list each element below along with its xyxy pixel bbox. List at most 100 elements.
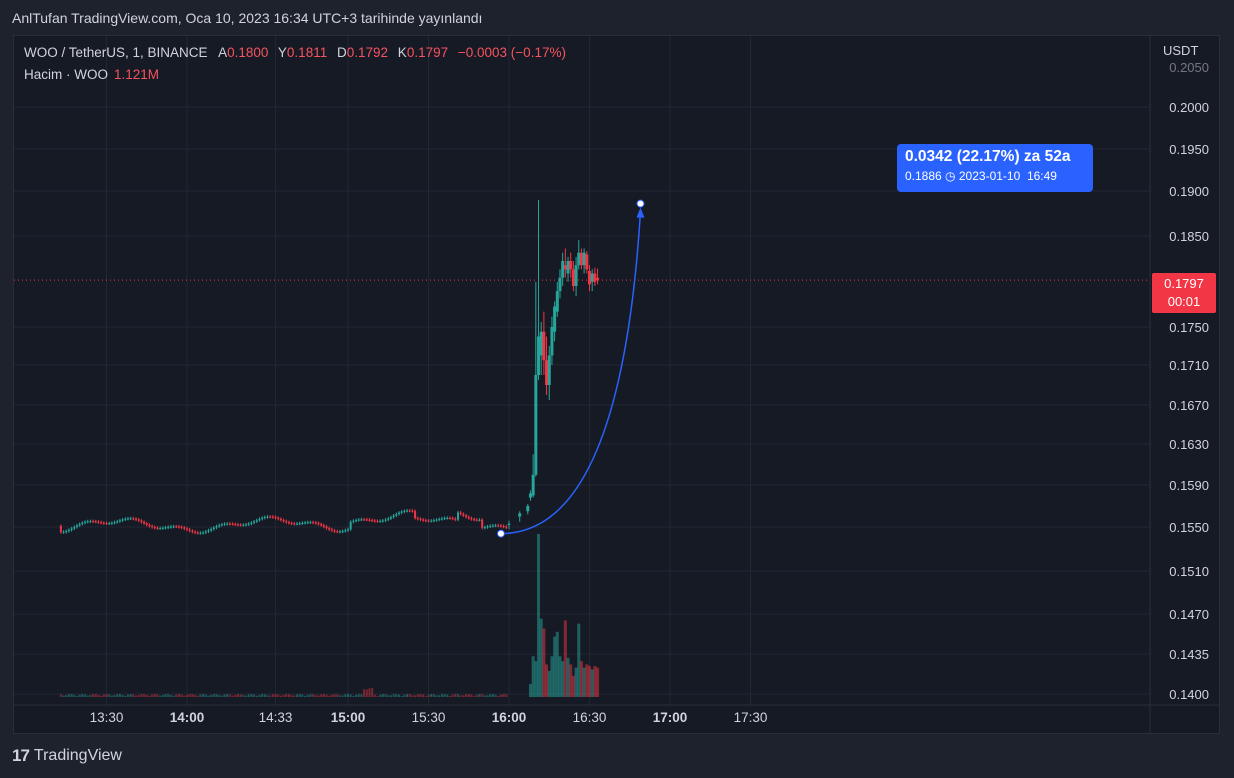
volume-bar	[545, 664, 549, 697]
price-tick-label: 0.1900	[1169, 184, 1209, 199]
volume-bar	[183, 695, 186, 697]
candle-body	[432, 520, 435, 522]
volume-bar	[231, 695, 234, 697]
symbol-name[interactable]: WOO / TetherUS, 1, BINANCE	[24, 45, 208, 60]
volume-bar	[196, 695, 199, 697]
candle-body	[172, 526, 175, 528]
volume-bar	[223, 694, 226, 697]
candle-body	[526, 506, 530, 512]
candle-body	[65, 531, 68, 533]
volume-bar	[403, 694, 406, 697]
volume-bar	[338, 695, 341, 697]
candle-body	[282, 520, 285, 522]
candle-body	[499, 525, 502, 527]
volume-bar	[588, 666, 591, 697]
candle-body	[86, 521, 89, 523]
volume-bar	[73, 694, 76, 697]
volume-bar	[392, 694, 395, 697]
candle-body	[371, 520, 374, 522]
volume-bar	[381, 694, 384, 697]
volume-bar	[400, 695, 403, 697]
volume-bar	[451, 694, 454, 697]
candle-body	[462, 513, 465, 516]
volume-bar	[430, 694, 433, 697]
volume-bar	[255, 695, 258, 697]
volume-bar	[558, 656, 562, 697]
volume-bar	[296, 694, 299, 697]
candle-body	[126, 518, 129, 520]
volume-bar	[373, 694, 376, 697]
candle-body	[89, 521, 92, 523]
symbol-legend[interactable]: WOO / TetherUS, 1, BINANCE A0.1800 Y0.18…	[24, 45, 572, 60]
open-value: 0.1800	[227, 45, 269, 60]
volume-bar	[132, 694, 135, 697]
candle-body	[465, 515, 468, 517]
volume-bar	[228, 694, 231, 697]
volume-bar	[250, 694, 253, 697]
measure-price: 0.1886	[905, 169, 942, 183]
candle-body	[502, 526, 505, 528]
volume-bar	[153, 694, 156, 697]
measure-date: 2023-01-10	[958, 169, 1021, 183]
candle-body	[376, 520, 379, 522]
volume-bar	[465, 694, 468, 697]
volume-bar	[110, 695, 113, 697]
candle-body	[585, 254, 589, 270]
candle-body	[73, 526, 76, 529]
candle-body	[400, 511, 403, 513]
volume-bar	[528, 683, 532, 697]
candle-body	[218, 525, 221, 527]
volume-bar	[164, 694, 167, 697]
candle-body	[156, 527, 159, 529]
price-tick-label: 0.1590	[1169, 478, 1209, 493]
measure-arc	[500, 211, 642, 535]
candle-body	[274, 517, 277, 519]
volume-bar	[271, 694, 274, 697]
last-price-tag: 0.1797 00:01	[1152, 273, 1216, 313]
volume-bar	[167, 694, 170, 697]
candle-body	[537, 336, 541, 375]
volume-bar	[505, 694, 508, 697]
candle-body	[124, 518, 127, 520]
price-tick-label: 0.1400	[1169, 687, 1209, 702]
volume-bar	[279, 695, 282, 697]
candle-body	[566, 261, 570, 274]
volume-bar	[537, 534, 541, 697]
volume-bar	[459, 695, 462, 697]
volume-bar	[129, 694, 132, 697]
candle-body	[411, 510, 414, 512]
candle-body	[430, 520, 433, 522]
candle-body	[338, 531, 341, 533]
volume-bar	[341, 695, 344, 697]
volume-bar	[491, 694, 494, 697]
candle-body	[569, 261, 573, 270]
bar-countdown: 00:01	[1167, 294, 1201, 309]
volume-bar	[478, 694, 481, 697]
candle-body	[84, 521, 87, 523]
volume-bar	[406, 694, 409, 697]
volume-bar	[215, 694, 218, 697]
candle-body	[389, 517, 392, 519]
candle-body	[497, 525, 500, 527]
last-price: 0.1797	[1164, 276, 1204, 291]
candle-body	[116, 521, 119, 523]
volume-bar	[593, 666, 597, 697]
volume-bar	[440, 694, 443, 697]
candle-body	[352, 520, 355, 522]
currency-unit[interactable]: USDT	[1163, 43, 1199, 58]
volume-bar	[596, 667, 600, 697]
candle-body	[164, 527, 167, 529]
measure-time: 16:49	[1026, 169, 1057, 183]
volume-bar	[448, 695, 451, 697]
volume-bar	[553, 636, 557, 697]
volume-legend[interactable]: Hacim · WOO 1.121M	[24, 67, 159, 82]
volume-bar	[191, 694, 194, 697]
volume-bar	[202, 694, 205, 697]
measure-end-point	[636, 199, 645, 208]
volume-bar	[100, 695, 103, 697]
candle-body	[143, 521, 146, 524]
volume-bar	[161, 695, 164, 697]
footer-brand[interactable]: 17 TradingView	[12, 746, 122, 766]
volume-bar	[550, 656, 554, 697]
